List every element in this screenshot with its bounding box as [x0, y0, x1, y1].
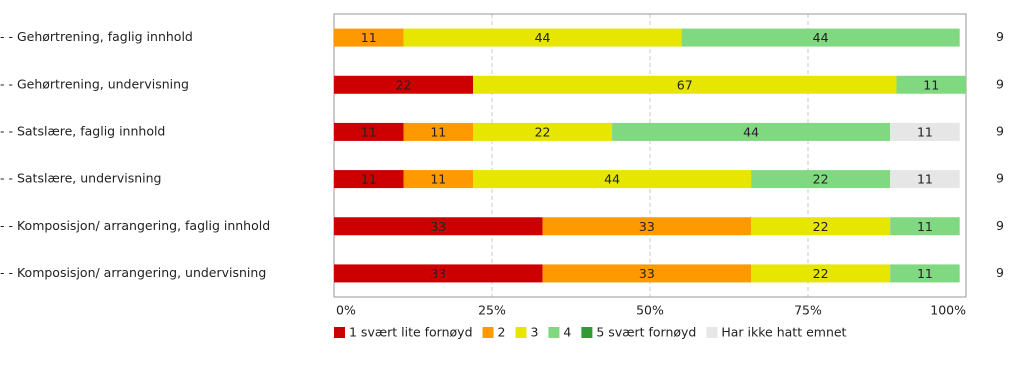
data-label: 22 [396, 77, 412, 92]
y-tick-label: - - Komposisjon/ arrangering, faglig inn… [0, 218, 270, 233]
data-label: 11 [361, 30, 377, 45]
bar-segment [751, 217, 891, 236]
data-label: 44 [535, 30, 551, 45]
legend-swatch [581, 327, 593, 338]
legend-label: 5 svært fornøyd [596, 325, 696, 340]
bar-segment [403, 170, 474, 189]
n-label: 9 [996, 123, 1004, 138]
bar-segment [542, 264, 752, 283]
data-label: 11 [430, 172, 446, 187]
bar-segment [612, 122, 891, 141]
data-label: 33 [430, 266, 446, 281]
data-label: 22 [813, 219, 829, 234]
legend-label: Har ikke hatt emnet [721, 325, 846, 340]
data-label: 22 [813, 172, 829, 187]
data-label: 22 [813, 266, 829, 281]
bar-segment [890, 170, 960, 189]
bar-segment [890, 217, 960, 236]
data-label: 11 [923, 77, 939, 92]
bar-segment [403, 122, 474, 141]
bar-segment [890, 122, 960, 141]
bar-segment [751, 264, 891, 283]
data-label: 11 [917, 219, 933, 234]
x-tick-label: 100% [930, 303, 966, 318]
bar-segment [334, 75, 474, 94]
data-label: 33 [639, 219, 655, 234]
bar-segment [896, 75, 966, 94]
legend-swatch [706, 327, 718, 338]
bar-segment [681, 28, 960, 47]
legend-swatch [334, 327, 345, 338]
bar-segment [473, 170, 752, 189]
legend-label: 1 svært lite fornøyd [349, 325, 473, 340]
x-tick-label: 75% [794, 303, 822, 318]
y-tick-label: - - Satslære, undervisning [0, 171, 161, 186]
y-tick-label: - - Satslære, faglig innhold [0, 123, 165, 138]
legend-label: 2 [498, 325, 506, 340]
legend-label: 3 [530, 325, 538, 340]
bar-segment [334, 264, 543, 283]
legend-swatch [482, 327, 494, 338]
bar-segment [334, 217, 543, 236]
y-tick-label: - - Gehørtrening, undervisning [0, 76, 189, 91]
bar-segment [334, 170, 404, 189]
data-label: 44 [743, 124, 759, 139]
legend-swatch [548, 327, 560, 338]
legend-swatch [515, 327, 527, 338]
data-label: 67 [677, 77, 693, 92]
bar-segment [473, 75, 897, 94]
x-tick-label: 25% [478, 303, 506, 318]
data-label: 33 [639, 266, 655, 281]
bar-segment [890, 264, 960, 283]
legend-label: 4 [563, 325, 571, 340]
data-label: 44 [813, 30, 829, 45]
data-label: 22 [535, 124, 551, 139]
data-label: 11 [917, 124, 933, 139]
data-label: 11 [361, 124, 377, 139]
n-label: 9 [996, 218, 1004, 233]
bar-segment [751, 170, 891, 189]
n-label: 9 [996, 171, 1004, 186]
n-label: 9 [996, 265, 1004, 280]
plot-border [333, 13, 967, 298]
y-tick-label: - - Gehørtrening, faglig innhold [0, 29, 193, 44]
data-label: 11 [917, 172, 933, 187]
bar-segment [403, 28, 682, 47]
data-label: 11 [430, 124, 446, 139]
bar-segment [334, 122, 404, 141]
data-label: 33 [430, 219, 446, 234]
x-tick-label: 0% [336, 303, 356, 318]
bar-segment [542, 217, 752, 236]
x-tick-label: 50% [636, 303, 664, 318]
bar-segment [473, 122, 613, 141]
data-label: 11 [361, 172, 377, 187]
data-label: 11 [917, 266, 933, 281]
n-label: 9 [996, 29, 1004, 44]
n-label: 9 [996, 76, 1004, 91]
data-label: 44 [604, 172, 620, 187]
bar-segment [334, 28, 404, 47]
y-tick-label: - - Komposisjon/ arrangering, undervisni… [0, 265, 266, 280]
